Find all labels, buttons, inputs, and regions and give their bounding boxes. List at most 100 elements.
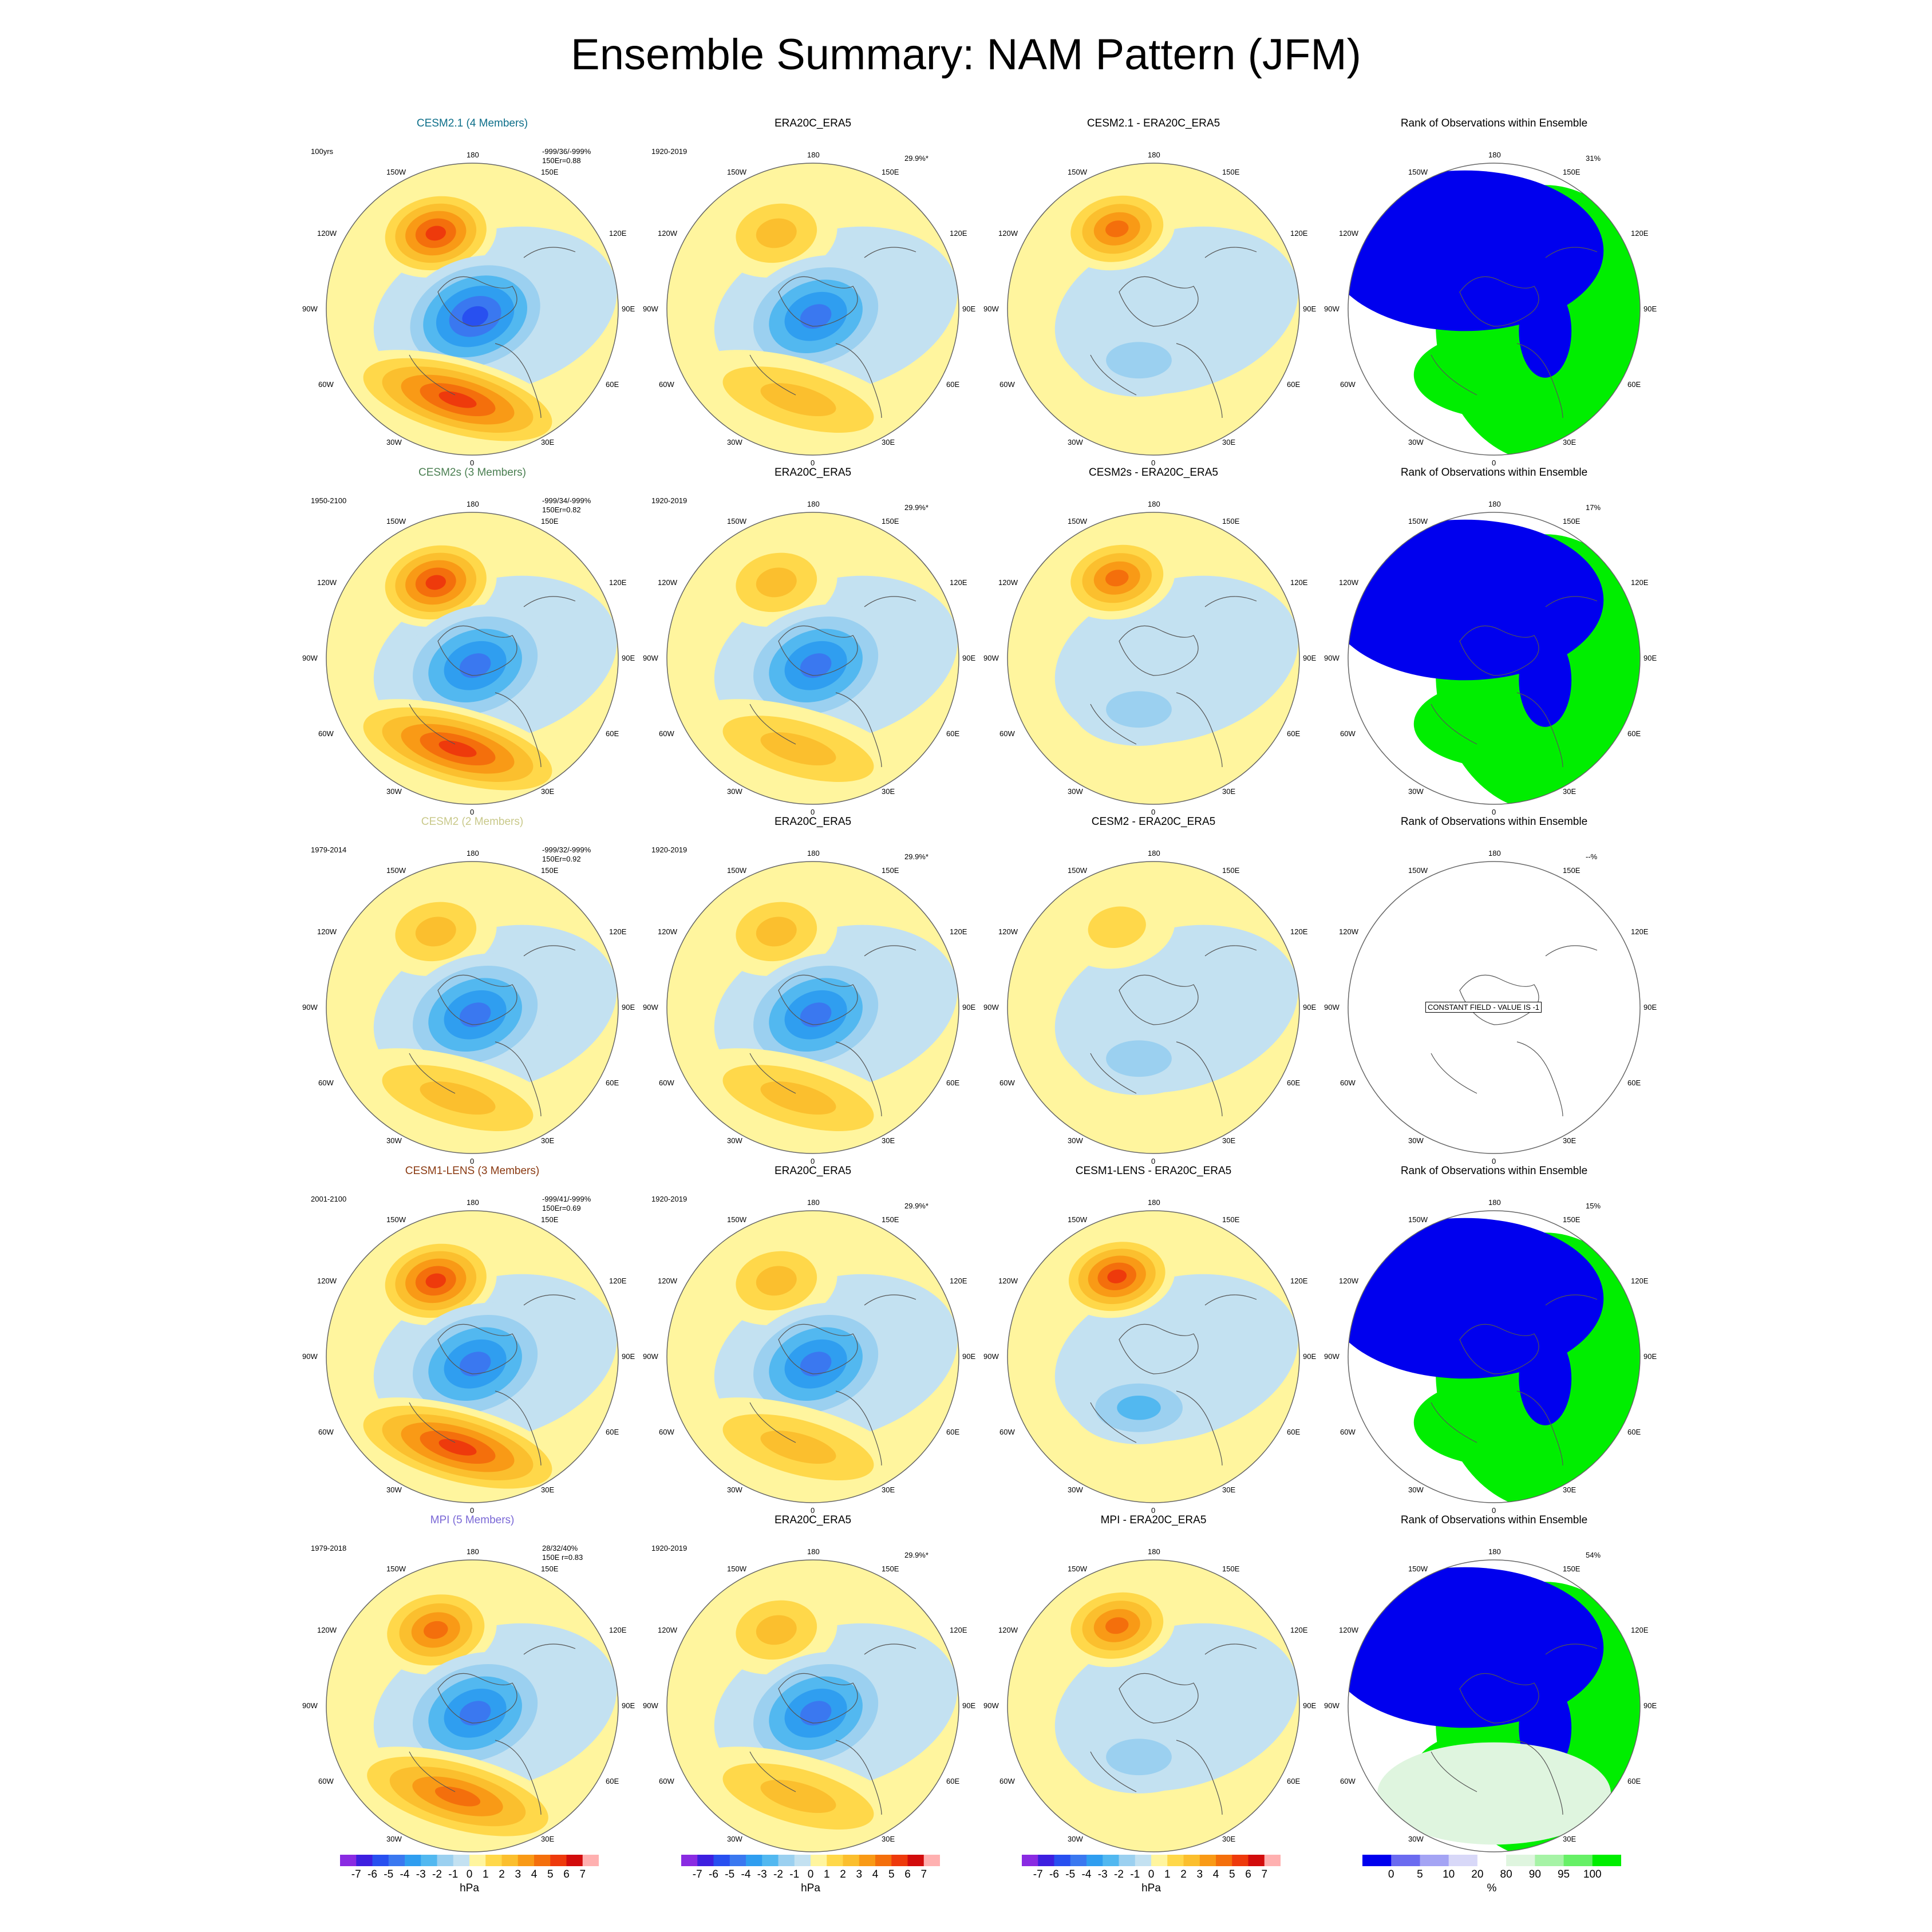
colorbar-tick: -1 [448, 1868, 459, 1880]
positive-contour-2-2 [760, 732, 836, 766]
longitude-label: 60E [606, 1777, 619, 1785]
longitude-label: 30E [1222, 1485, 1236, 1494]
panel-diff-0: CESM2.1 - ERA20C_ERA5 180 0 90W 90E 150W 150E 1… [983, 117, 1317, 467]
colorbar-swatch [746, 1855, 762, 1866]
longitude-label: 60W [318, 1428, 334, 1436]
longitude-label: 120W [1339, 578, 1358, 587]
longitude-label: 150E [541, 168, 559, 176]
colorbar-swatch [1199, 1855, 1216, 1866]
longitude-label: 120W [998, 927, 1018, 936]
longitude-label: 30W [1408, 1485, 1424, 1494]
colorbar-tick: 100 [1583, 1868, 1602, 1880]
panel-title: CESM2 - ERA20C_ERA5 [1091, 816, 1216, 828]
period-label: 100yrs [311, 147, 334, 156]
colorbar-swatch [875, 1855, 892, 1866]
colorbar-tick: 6 [904, 1868, 911, 1880]
longitude-label: 30E [882, 1485, 895, 1494]
panel-rank-4: Rank of Observations within Ensemble1800… [1324, 1514, 1657, 1864]
negative-contour-1-1 [1106, 691, 1172, 728]
longitude-label: 120E [1631, 1626, 1649, 1634]
longitude-label: 90W [302, 1352, 318, 1361]
colorbar-tick: -3 [416, 1868, 426, 1880]
panel-title: ERA20C_ERA5 [774, 1514, 852, 1526]
panel-model-3: CESM1-LENS (3 Members) 180 0 90W 90E 150W 150E… [302, 1165, 635, 1515]
longitude-label: 120E [1631, 578, 1649, 587]
panel-diff-2: CESM2 - ERA20C_ERA5 180 0 90W 90E 150W 150E 120… [983, 816, 1316, 1165]
nam-map [666, 1210, 959, 1503]
map-border [1007, 1210, 1300, 1503]
longitude-label: 0 [811, 1506, 815, 1515]
nam-map [1007, 512, 1300, 805]
nam-map [1007, 1210, 1300, 1503]
negative-contour-1-1 [1106, 1040, 1172, 1077]
map-border [326, 1210, 619, 1503]
longitude-label: 120E [950, 229, 967, 238]
colorbar-swatch [827, 1855, 843, 1866]
longitude-label: 0 [1492, 808, 1496, 816]
longitude-label: 0 [1492, 1157, 1496, 1165]
rank-map [1348, 861, 1641, 1154]
nam-map [326, 1210, 619, 1503]
coastline [1090, 1294, 1257, 1466]
colorbar-swatch [1477, 1855, 1507, 1866]
longitude-label: 90W [983, 1003, 999, 1012]
longitude-label: 180 [807, 151, 820, 159]
colorbar-swatch [1038, 1855, 1054, 1866]
colorbar-tick: -6 [709, 1868, 718, 1880]
colorbar-swatches [340, 1855, 599, 1866]
longitude-label: 0 [1492, 1506, 1496, 1515]
colorbar-swatch [1151, 1855, 1168, 1866]
longitude-label: 60E [606, 380, 619, 389]
colorbar-swatch [566, 1855, 583, 1866]
longitude-label: 30W [386, 1485, 402, 1494]
longitude-label: 180 [1148, 151, 1160, 159]
longitude-label: 180 [807, 849, 820, 858]
colorbar-tick: 1 [823, 1868, 830, 1880]
longitude-label: 90E [1643, 1701, 1657, 1710]
constant-field-note: CONSTANT FIELD - VALUE IS -1 [1425, 1002, 1542, 1013]
longitude-label: 90E [962, 1701, 976, 1710]
colorbar-tick: 6 [563, 1868, 570, 1880]
longitude-label: 90W [302, 1003, 318, 1012]
longitude-label: 120W [998, 229, 1018, 238]
longitude-label: 90E [622, 305, 635, 313]
rank-low-region-2 [1519, 1332, 1572, 1425]
colorbar-tick: -3 [1097, 1868, 1108, 1880]
panel-title: MPI - ERA20C_ERA5 [1100, 1514, 1207, 1526]
longitude-label: 60W [999, 1777, 1015, 1785]
panel-rank-0: Rank of Observations within Ensemble 180 0… [1324, 117, 1657, 467]
panel-title: Rank of Observations within Ensemble [1400, 816, 1588, 828]
colorbar-swatch [372, 1855, 389, 1866]
colorbar-swatch [1054, 1855, 1071, 1866]
longitude-label: 90W [983, 654, 999, 662]
longitude-label: 180 [1488, 151, 1501, 159]
map-border [326, 512, 619, 805]
panel-diff-1: CESM2s - ERA20C_ERA5 180 0 90W 90E 150W 150E 12… [983, 467, 1316, 816]
colorbar-swatch [1563, 1855, 1593, 1866]
longitude-label: 90W [302, 1701, 318, 1710]
longitude-label: 30E [882, 438, 895, 447]
negative-contour-1-1 [1106, 342, 1172, 379]
longitude-label: 150W [727, 1564, 746, 1573]
colorbar-tick: 1 [482, 1868, 489, 1880]
colorbar-tick: 80 [1500, 1868, 1512, 1880]
longitude-label: 120W [317, 927, 337, 936]
longitude-label: 150W [1068, 168, 1087, 176]
longitude-label: 90W [1324, 654, 1340, 662]
positive-contour-0-5 [425, 1273, 446, 1289]
positive-contour-0-4 [1105, 1617, 1129, 1634]
longitude-label: 150E [1222, 1215, 1240, 1224]
longitude-label: 150W [727, 1215, 746, 1224]
longitude-label: 30W [727, 438, 742, 447]
colorbar-units: hPa [1141, 1882, 1161, 1894]
longitude-label: 60W [659, 1428, 674, 1436]
longitude-label: 30W [1408, 1136, 1424, 1145]
longitude-label: 150E [1563, 168, 1581, 176]
longitude-label: 90E [1303, 305, 1317, 313]
coastline [749, 1294, 916, 1466]
longitude-label: 30W [727, 1136, 742, 1145]
coastline [749, 1643, 916, 1815]
longitude-label: 60E [946, 1428, 960, 1436]
period-label: 1950-2100 [311, 496, 347, 505]
panel-title: CESM2.1 (4 Members) [416, 117, 528, 129]
